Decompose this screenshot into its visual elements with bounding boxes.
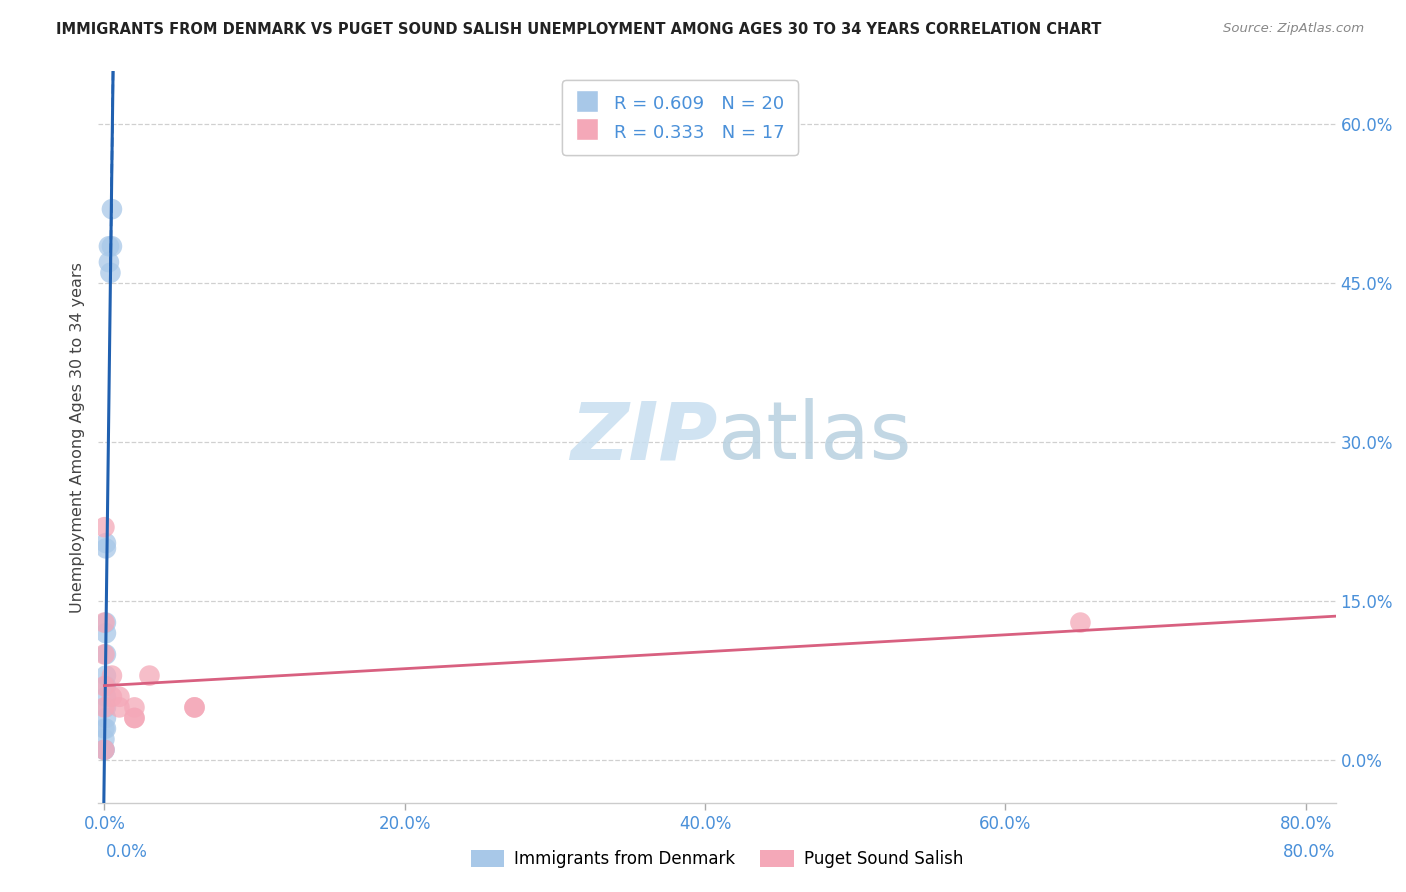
Point [94,668,117,682]
Point [93,722,115,736]
Point [94,536,117,550]
Point [93,615,115,630]
Point [124,700,146,714]
Point [93,732,115,747]
Point [94,626,117,640]
Point [94,541,117,556]
Text: Source: ZipAtlas.com: Source: ZipAtlas.com [1223,22,1364,36]
Point [1069,615,1091,630]
Point [93,743,115,757]
Point [94,722,117,736]
Point [124,711,146,725]
Point [93,743,115,757]
Legend: Immigrants from Denmark, Puget Sound Salish: Immigrants from Denmark, Puget Sound Sal… [464,843,970,875]
Point [97,239,120,253]
Point [93,648,115,662]
Point [101,668,124,682]
Point [94,615,117,630]
Point [93,679,115,693]
Text: ZIP: ZIP [569,398,717,476]
Point [94,690,117,704]
Point [94,679,117,693]
Y-axis label: Unemployment Among Ages 30 to 34 years: Unemployment Among Ages 30 to 34 years [69,261,84,613]
Point [94,700,117,714]
Point [94,711,117,725]
Text: 80.0%: 80.0% [1284,843,1336,861]
Point [101,239,124,253]
Point [183,700,205,714]
Point [93,520,115,534]
Point [183,700,205,714]
Point [93,700,115,714]
Point [138,668,160,682]
Point [124,711,146,725]
Point [101,690,124,704]
Point [108,700,131,714]
Point [100,266,122,280]
Text: IMMIGRANTS FROM DENMARK VS PUGET SOUND SALISH UNEMPLOYMENT AMONG AGES 30 TO 34 Y: IMMIGRANTS FROM DENMARK VS PUGET SOUND S… [56,22,1102,37]
Point [93,743,115,757]
Point [101,202,124,216]
Point [97,255,120,269]
Point [94,648,117,662]
Text: atlas: atlas [717,398,911,476]
Point [108,690,131,704]
Legend: R = 0.609   N = 20, R = 0.333   N = 17: R = 0.609 N = 20, R = 0.333 N = 17 [562,80,797,154]
Text: 0.0%: 0.0% [105,843,148,861]
